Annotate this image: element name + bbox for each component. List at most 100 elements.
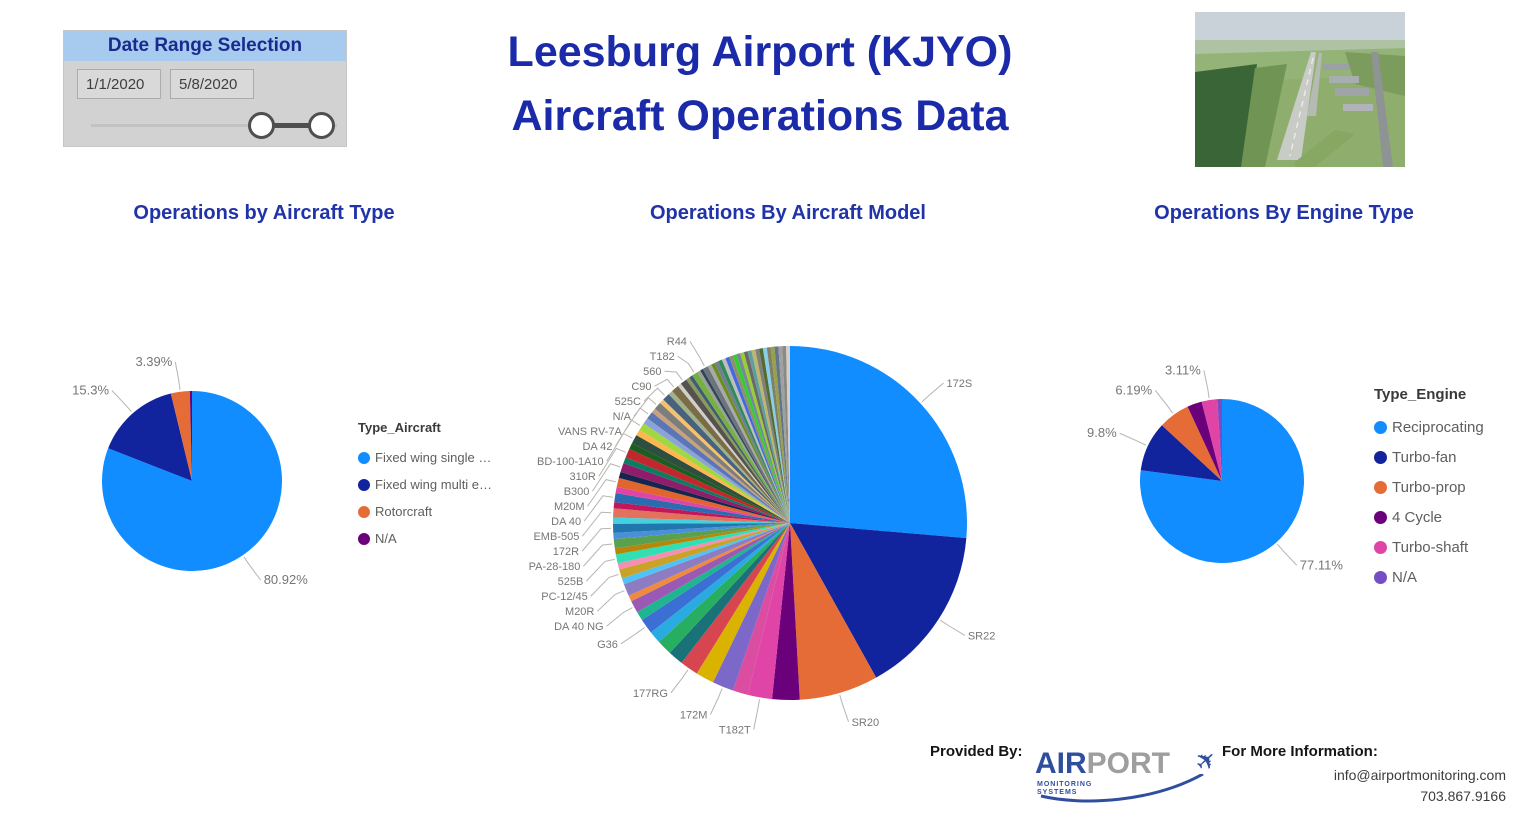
pie-slice-N/A[interactable] (189, 391, 192, 481)
pie-slice[interactable] (718, 359, 790, 523)
pie-slice-B300[interactable] (620, 463, 790, 523)
pie-slice[interactable] (618, 471, 790, 523)
pie-slice[interactable] (721, 358, 790, 523)
pie-slice-R44[interactable] (702, 366, 790, 523)
pie-slice[interactable] (696, 523, 790, 683)
pie-slice[interactable] (711, 362, 790, 523)
pie-slice-BD-100-1A10[interactable] (631, 435, 790, 523)
pie-slice[interactable] (668, 390, 790, 523)
pie-slice[interactable] (743, 351, 790, 523)
pie-slice[interactable] (755, 348, 790, 523)
pie-slice[interactable] (628, 523, 790, 602)
pie-slice-SR22[interactable] (790, 523, 967, 678)
pie-slice-Turbo-shaft[interactable] (1201, 399, 1222, 481)
pie-slice[interactable] (651, 408, 790, 523)
pie-slice[interactable] (786, 346, 790, 523)
pie-slice[interactable] (782, 346, 790, 523)
pie-slice[interactable] (686, 377, 790, 523)
pie-slice[interactable] (617, 523, 790, 570)
date-slider-handle-start[interactable] (248, 112, 275, 139)
pie-slice-VANS RV-7A[interactable] (647, 412, 790, 523)
pie-slice-PA-28-180[interactable] (613, 523, 790, 549)
pie-slice-M20M[interactable] (616, 477, 790, 523)
pie-slice[interactable] (766, 347, 790, 523)
pie-slice-172S[interactable] (790, 346, 967, 539)
pie-slice[interactable] (660, 399, 790, 523)
pie-slice[interactable] (774, 346, 790, 523)
pie-slice[interactable] (762, 347, 790, 523)
legend-item-Turbo-shaft[interactable]: Turbo-shaft (1374, 532, 1484, 562)
pie-slice[interactable] (629, 443, 790, 523)
end-date-input[interactable] (170, 69, 254, 99)
legend-item-Reciprocating[interactable]: Reciprocating (1374, 412, 1484, 442)
legend-item-Fixed wing single …[interactable]: Fixed wing single … (358, 444, 492, 471)
pie-slice[interactable] (759, 348, 790, 523)
pie-slice-310R[interactable] (625, 448, 790, 523)
legend-item-Fixed wing multi e…[interactable]: Fixed wing multi e… (358, 471, 492, 498)
pie-slice-SR20[interactable] (790, 523, 877, 700)
pie-slice[interactable] (707, 364, 790, 523)
pie-slice[interactable] (700, 368, 790, 523)
pie-slice[interactable] (725, 356, 790, 523)
legend-item-Rotorcraft[interactable]: Rotorcraft (358, 498, 492, 525)
pie-slice[interactable] (621, 523, 790, 585)
pie-slice[interactable] (636, 429, 790, 523)
pie-slice[interactable] (770, 346, 790, 523)
pie-slice-Turbo-prop[interactable] (1161, 406, 1222, 481)
pie-slice-N/A[interactable] (654, 402, 790, 523)
pie-slice-EMB-505[interactable] (613, 508, 790, 523)
pie-slice-T182[interactable] (692, 372, 790, 523)
pie-slice[interactable] (732, 523, 790, 695)
pie-slice[interactable] (677, 383, 790, 523)
pie-slice[interactable] (778, 346, 790, 523)
pie-slice[interactable] (697, 370, 790, 523)
pie-slice-M20R[interactable] (623, 523, 790, 596)
pie-slice[interactable] (623, 457, 790, 523)
pie-slice[interactable] (747, 350, 790, 523)
pie-slice[interactable] (615, 486, 790, 523)
pie-slice[interactable] (669, 523, 790, 663)
legend-item-Turbo-fan[interactable]: Turbo-fan (1374, 442, 1484, 472)
pie-slice[interactable] (772, 523, 800, 700)
pie-slice[interactable] (729, 355, 790, 523)
legend-item-N/A[interactable]: N/A (1374, 562, 1484, 592)
pie-slice[interactable] (613, 517, 790, 524)
pie-slice[interactable] (650, 523, 790, 642)
pie-slice-DA 40[interactable] (614, 492, 790, 523)
pie-slice[interactable] (714, 361, 790, 523)
pie-slice-PC-12/45[interactable] (619, 523, 790, 579)
pie-slice[interactable] (732, 354, 790, 523)
date-slider-handle-end[interactable] (308, 112, 335, 139)
pie-slice-4 Cycle[interactable] (1187, 401, 1222, 481)
pie-slice[interactable] (643, 418, 790, 523)
pie-slice-Fixed wing multi e…[interactable] (108, 393, 192, 481)
pie-slice-N/A[interactable] (1217, 399, 1222, 481)
pie-slice-C90[interactable] (672, 385, 790, 523)
legend-item-4 Cycle[interactable]: 4 Cycle (1374, 502, 1484, 532)
pie-slice[interactable] (736, 353, 790, 523)
start-date-input[interactable] (77, 69, 161, 99)
pie-slice-525C[interactable] (663, 394, 790, 523)
slice-label: 525C (615, 396, 641, 408)
pie-slice-DA 40 NG[interactable] (631, 523, 790, 613)
pie-slice[interactable] (740, 352, 790, 523)
pie-slice-DA 42[interactable] (639, 423, 790, 523)
pie-slice-560[interactable] (680, 379, 790, 523)
pie-slice-172M[interactable] (713, 523, 790, 691)
pie-slice[interactable] (658, 523, 790, 653)
pie-slice-Turbo-fan[interactable] (1140, 425, 1222, 481)
pie-slice[interactable] (613, 502, 790, 523)
pie-slice[interactable] (689, 375, 790, 523)
pie-slice-177RG[interactable] (681, 523, 790, 674)
pie-slice-G36[interactable] (641, 523, 790, 633)
pie-slice-172R[interactable] (613, 523, 790, 533)
pie-slice[interactable] (637, 523, 790, 620)
pie-slice-T182T[interactable] (747, 523, 790, 700)
legend-item-N/A[interactable]: N/A (358, 525, 492, 552)
pie-slice-Rotorcraft[interactable] (170, 391, 192, 481)
legend-item-Turbo-prop[interactable]: Turbo-prop (1374, 472, 1484, 502)
pie-slice[interactable] (614, 523, 790, 555)
pie-slice[interactable] (613, 523, 790, 540)
pie-slice[interactable] (751, 349, 790, 523)
pie-slice-525B[interactable] (615, 523, 790, 564)
